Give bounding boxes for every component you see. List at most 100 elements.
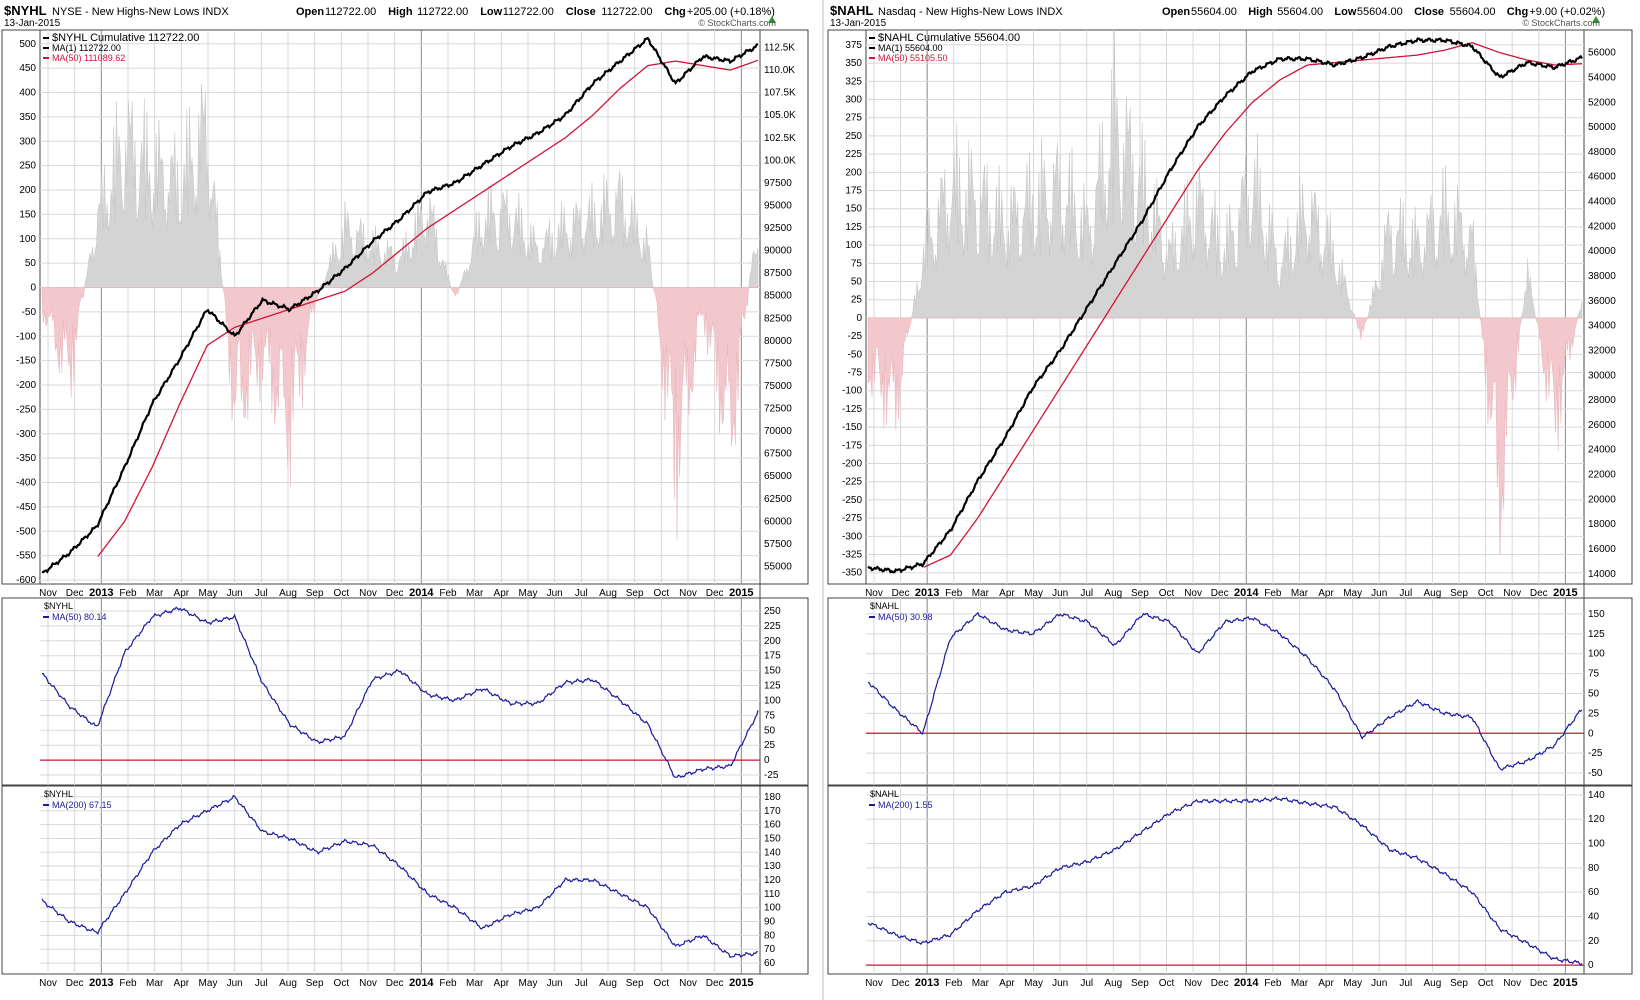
ma50-oscillator-line [867,611,1583,771]
x-tick-label: Nov [1184,978,1202,989]
right-tick-label: 50 [1588,688,1600,699]
legend-entry: $NAHL Cumulative 55604.00 [878,32,1020,44]
x-tick-label: Sep [626,588,644,599]
right-tick-label: 250 [764,606,781,617]
x-tick-label: Oct [1159,978,1175,989]
x-tick-label: Nov [865,588,883,599]
x-tick-label: Apr [1318,978,1334,989]
right-tick-label: 54000 [1588,72,1616,83]
ma50-legend: MA(50) 80.14 [52,612,107,622]
x-tick-label: Aug [279,978,297,989]
left-tick-label: 0 [30,283,36,294]
right-tick-label: 57500 [764,539,792,550]
quote-label: Close [1414,6,1444,18]
quote-value: 112722.00 [503,6,554,18]
right-tick-label: 87500 [764,268,792,279]
right-tick-label: 110 [764,889,780,900]
right-tick-label: 75 [1588,669,1600,680]
x-tick-label: Jul [255,978,268,989]
right-tick-label: 67500 [764,449,792,460]
legend-entry: MA(50) 111089.62 [52,53,125,63]
right-tick-label: 60000 [764,516,792,527]
right-tick-label: 40 [1588,911,1600,922]
right-tick-label: 25 [764,740,776,751]
left-tick-label: 50 [25,258,37,269]
quote-label: Close [566,6,596,18]
right-tick-label: 62500 [764,494,792,505]
x-tick-label: Jul [575,978,588,989]
right-tick-label: 44000 [1588,197,1616,208]
x-tick-label: 2014 [409,977,434,989]
chart-date: 13-Jan-2015 [830,18,887,29]
left-tick-label: 375 [845,40,862,51]
ma200-panel-label: $NAHL [870,789,899,799]
x-tick-label: Dec [1530,588,1548,599]
right-tick-label: 160 [764,820,781,831]
ma50-line [923,42,1583,568]
x-tick-label: Feb [119,588,137,599]
left-tick-label: 250 [19,161,36,172]
x-tick-label: Aug [1424,588,1442,599]
x-tick-label: Sep [626,978,644,989]
left-tick-label: -200 [842,459,862,470]
left-tick-label: -200 [16,380,36,391]
right-tick-label: 125 [764,681,781,692]
right-tick-label: 48000 [1588,147,1616,158]
left-tick-label: 100 [845,240,862,251]
right-tick-label: 28000 [1588,395,1616,406]
x-tick-label: Dec [66,978,84,989]
x-tick-label: Feb [1264,588,1282,599]
right-tick-label: 80 [1588,863,1600,874]
right-tick-label: 105.0K [764,110,796,121]
right-tick-label: 52000 [1588,97,1616,108]
left-tick-label: 300 [19,136,36,147]
quote-value: 112722.00 [601,6,652,18]
cumulative-line [867,37,1583,574]
left-tick-label: -225 [842,477,862,488]
right-tick-label: 125 [1588,629,1605,640]
right-tick-label: 95000 [764,200,792,211]
right-tick-label: 120 [1588,814,1605,825]
x-tick-label: Dec [66,588,84,599]
right-tick-label: 0 [1588,960,1594,971]
x-tick-label: Jun [547,588,563,599]
left-tick-label: -450 [16,502,36,513]
left-tick-label: -150 [842,422,862,433]
ma200-legend: MA(200) 67.15 [52,800,112,810]
x-tick-label: Mar [972,978,990,989]
x-tick-label: Nov [39,588,57,599]
quote-value: 55604.00 [1191,6,1237,18]
left-tick-label: -325 [842,550,862,561]
x-tick-label: Jul [1399,588,1412,599]
watermark: © StockCharts.com [1522,18,1600,28]
x-tick-label: Nov [359,978,377,989]
x-tick-label: Jun [1371,588,1387,599]
x-tick-label: Sep [1131,978,1149,989]
left-tick-label: 450 [19,63,36,74]
symbol-label: $NAHL [830,3,873,18]
right-tick-label: 38000 [1588,271,1616,282]
right-tick-label: 50 [764,725,776,736]
right-tick-label: 0 [1588,728,1594,739]
left-tick-label: 175 [845,186,862,197]
right-tick-label: 112.5K [764,43,795,54]
x-tick-label: Dec [1211,978,1229,989]
x-tick-label: Apr [999,588,1015,599]
x-tick-label: 2013 [915,977,939,989]
left-tick-label: 300 [845,95,862,106]
right-tick-label: 175 [764,651,781,662]
x-tick-label: Aug [1104,588,1122,599]
right-tick-label: 140 [764,847,781,858]
x-tick-label: Dec [892,978,910,989]
x-tick-label: Nov [1503,978,1521,989]
left-tick-label: 275 [845,113,862,124]
left-tick-label: -50 [848,349,863,360]
x-tick-label: Jun [1052,588,1068,599]
left-tick-label: -400 [16,478,36,489]
x-tick-label: Sep [1450,588,1468,599]
left-tick-label: -300 [16,429,36,440]
right-tick-label: 82500 [764,313,792,324]
main-panel-frame [827,29,1633,585]
up-arrow-icon [768,16,776,23]
x-tick-label: Feb [439,588,457,599]
